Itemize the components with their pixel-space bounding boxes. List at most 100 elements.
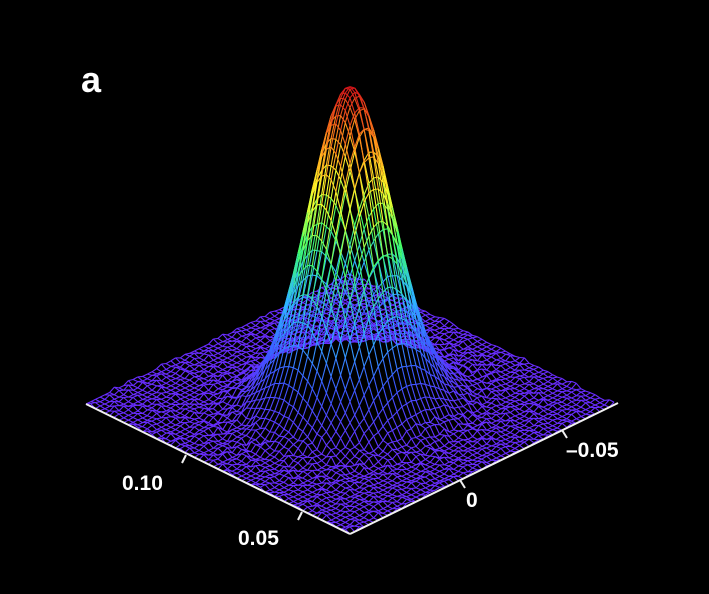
surface-mesh-segment xyxy=(467,351,473,356)
surface-mesh-segment xyxy=(481,401,487,406)
surface-mesh-segment xyxy=(387,276,393,295)
surface-mesh-segment xyxy=(137,394,143,400)
surface-mesh-segment xyxy=(354,172,360,189)
surface-mesh-segment xyxy=(321,193,327,196)
surface-mesh-segment xyxy=(194,418,200,423)
surface-mesh-segment xyxy=(377,229,384,235)
surface-mesh-segment xyxy=(481,338,487,343)
surface-mesh-segment xyxy=(307,403,313,412)
surface-mesh-segment xyxy=(269,324,275,329)
surface-mesh-segment xyxy=(420,398,426,410)
surface-mesh-segment xyxy=(344,263,351,277)
surface-mesh-segment xyxy=(500,369,506,373)
surface-mesh-segment xyxy=(514,396,520,401)
surface-mesh-segment xyxy=(250,352,256,357)
surface-mesh-segment xyxy=(462,441,469,447)
surface-mesh-segment xyxy=(302,302,308,306)
surface-mesh-segment xyxy=(368,216,375,242)
surface-mesh-segment xyxy=(203,380,209,384)
surface-mesh-segment xyxy=(278,424,285,430)
surface-mesh-segment xyxy=(104,398,110,403)
surface-mesh-segment xyxy=(368,400,375,411)
surface-mesh-segment xyxy=(458,439,464,443)
surface-mesh-segment xyxy=(161,380,167,384)
surface-mesh-segment xyxy=(264,397,271,410)
surface-mesh-segment xyxy=(114,394,120,398)
surface-mesh-segment xyxy=(528,397,535,401)
surface-mesh-segment xyxy=(203,350,209,355)
surface-mesh-segment xyxy=(453,444,459,449)
surface-mesh-segment xyxy=(448,393,455,402)
surface-mesh-segment xyxy=(561,422,568,428)
surface-mesh-segment xyxy=(491,345,497,350)
surface-mesh-segment xyxy=(194,364,200,370)
surface-mesh-segment xyxy=(538,373,544,378)
surface-mesh-segment xyxy=(439,332,445,335)
surface-mesh-segment xyxy=(165,413,172,418)
surface-mesh-segment xyxy=(349,401,356,416)
surface-mesh-segment xyxy=(128,409,134,414)
surface-mesh-segment xyxy=(203,414,210,421)
surface-mesh-segment xyxy=(250,359,256,362)
surface-mesh-segment xyxy=(368,334,374,338)
surface-mesh-segment xyxy=(189,431,195,435)
surface-mesh-segment xyxy=(500,363,506,367)
surface-mesh-segment xyxy=(161,369,167,373)
surface-mesh-segment xyxy=(203,366,209,370)
surface-mesh-segment xyxy=(123,412,129,416)
surface-mesh-segment xyxy=(184,421,190,424)
surface-mesh-segment xyxy=(227,372,233,375)
surface-mesh-segment xyxy=(439,333,445,339)
surface-mesh-segment xyxy=(533,376,539,381)
surface-mesh-segment xyxy=(510,445,516,449)
surface-mesh-segment xyxy=(241,329,247,332)
surface-mesh-segment xyxy=(203,427,209,432)
surface-mesh-segment xyxy=(590,398,596,404)
surface-mesh-segment xyxy=(453,331,459,338)
surface-mesh-segment xyxy=(241,394,247,398)
surface-mesh-segment xyxy=(297,302,304,306)
surface-mesh-segment xyxy=(406,400,412,405)
surface-mesh-segment xyxy=(260,320,266,327)
surface-mesh-segment xyxy=(453,336,459,341)
surface-mesh-segment xyxy=(495,345,502,349)
surface-mesh-segment xyxy=(113,390,120,396)
surface-mesh-segment xyxy=(274,421,280,426)
surface-mesh-segment xyxy=(184,379,190,383)
surface-mesh-segment xyxy=(194,389,200,394)
surface-mesh-segment xyxy=(486,398,492,403)
surface-mesh-segment xyxy=(175,429,181,433)
surface-mesh-segment xyxy=(170,426,176,431)
surface-mesh-segment xyxy=(246,321,252,326)
surface-mesh-segment xyxy=(335,374,342,390)
surface-mesh-segment xyxy=(444,331,450,335)
surface-mesh-segment xyxy=(118,413,125,419)
surface-mesh-segment xyxy=(467,354,473,360)
surface-mesh-segment xyxy=(227,417,233,422)
surface-mesh-segment xyxy=(250,350,256,354)
surface-mesh-segment xyxy=(165,360,172,365)
surface-mesh-segment xyxy=(123,414,129,419)
surface-mesh-segment xyxy=(514,369,520,373)
surface-mesh-segment xyxy=(467,428,473,431)
surface-mesh-segment xyxy=(344,276,351,292)
surface-mesh-segment xyxy=(227,403,233,407)
surface-mesh-segment xyxy=(396,388,403,394)
surface-mesh-segment xyxy=(514,444,520,449)
surface-mesh-segment xyxy=(477,346,483,350)
surface-mesh-segment xyxy=(590,402,596,406)
surface-mesh-segment xyxy=(340,311,346,322)
surface-mesh-segment xyxy=(203,393,210,400)
surface-mesh-segment xyxy=(283,385,290,401)
surface-mesh-segment xyxy=(255,327,261,330)
surface-mesh-segment xyxy=(326,333,332,336)
surface-mesh-segment xyxy=(104,401,110,405)
surface-mesh-segment xyxy=(538,379,544,385)
surface-mesh-segment xyxy=(368,183,375,210)
surface-mesh-segment xyxy=(448,435,455,443)
surface-mesh-segment xyxy=(184,396,190,401)
surface-mesh-segment xyxy=(335,144,342,171)
surface-mesh-segment xyxy=(571,389,577,393)
surface-mesh-segment xyxy=(425,320,431,325)
surface-mesh-segment xyxy=(175,357,181,363)
